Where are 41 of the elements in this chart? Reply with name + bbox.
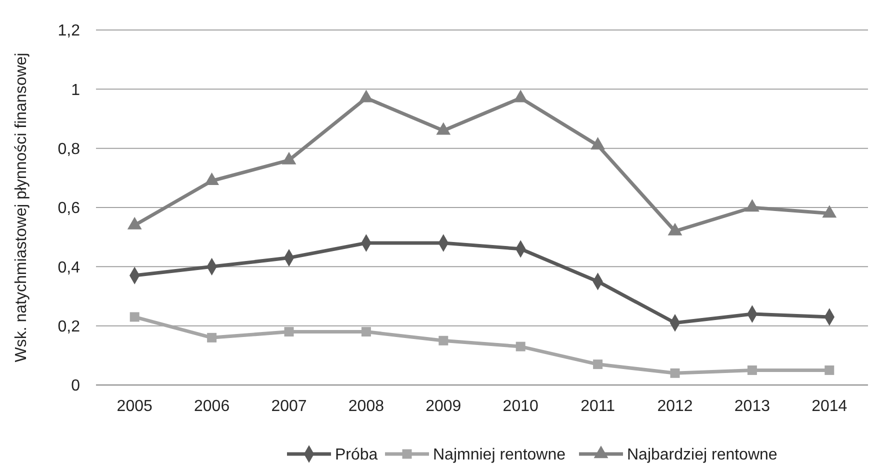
x-tick-label: 2006 <box>194 398 230 415</box>
point <box>590 137 606 150</box>
x-tick-label: 2011 <box>580 398 616 415</box>
point <box>207 332 217 342</box>
y-tick-label: 0,6 <box>58 200 80 218</box>
point <box>204 172 220 186</box>
y-tick-label: 0,2 <box>58 318 80 336</box>
x-tick-label: 2009 <box>426 398 462 415</box>
point <box>361 327 371 336</box>
point <box>670 368 680 378</box>
point <box>747 365 757 375</box>
point <box>130 312 140 322</box>
x-tick-label: 2005 <box>116 398 152 415</box>
point <box>127 216 142 230</box>
point <box>824 365 834 375</box>
point <box>282 152 296 164</box>
legend-label: Najbardziej rentowne <box>627 446 778 464</box>
y-tick-label: 0,4 <box>58 259 80 276</box>
x-tick-label: 2012 <box>657 398 693 415</box>
point <box>668 222 682 236</box>
point <box>744 199 760 212</box>
y-axis-title: Wsk. natychmiastowej płynności finansowej <box>13 52 30 362</box>
y-tick-label: 1,2 <box>58 22 80 40</box>
x-tick-label: 2010 <box>502 398 538 415</box>
y-tick-label: 0 <box>71 378 80 395</box>
legend-label: Najmniej rentowne <box>433 446 566 464</box>
x-tick-label: 2013 <box>734 398 770 415</box>
point <box>593 360 603 370</box>
legend-label: Próba <box>335 446 378 464</box>
x-tick-label: 2008 <box>348 398 384 415</box>
point <box>284 327 294 336</box>
point <box>513 90 528 102</box>
y-tick-label: 1 <box>71 82 80 99</box>
point <box>358 90 374 102</box>
x-tick-label: 2007 <box>271 398 307 415</box>
point <box>438 336 448 346</box>
x-tick-label: 2014 <box>812 398 848 415</box>
y-tick-label: 0,8 <box>58 140 80 158</box>
point <box>516 342 526 352</box>
point <box>822 205 837 218</box>
point <box>436 122 451 135</box>
